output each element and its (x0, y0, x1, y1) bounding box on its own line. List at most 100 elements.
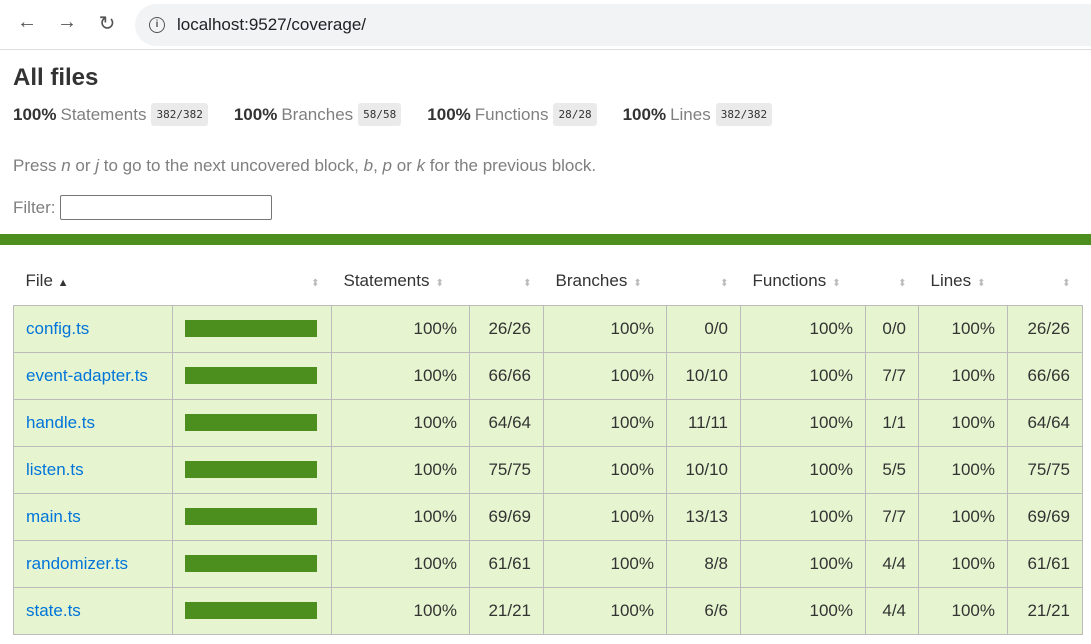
cell-ln_pct: 100% (918, 586, 1008, 635)
reload-icon[interactable]: ↻ (98, 13, 116, 35)
cell-file: randomizer.ts (13, 539, 173, 588)
cell-fn: 4/4 (865, 539, 919, 588)
cell-ln_pct: 100% (918, 304, 1008, 353)
sort-asc-icon: ▲ (57, 277, 69, 290)
cell-file: event-adapter.ts (13, 351, 173, 400)
summary-pct: 100% (13, 104, 57, 124)
cell-ln: 21/21 (1007, 586, 1083, 635)
cell-fn: 1/1 (865, 398, 919, 447)
cell-br_pct: 100% (543, 445, 667, 494)
summary-pct: 100% (622, 104, 667, 124)
cell-br_pct: 100% (543, 539, 667, 588)
filter-input[interactable] (59, 195, 272, 220)
cell-st: 66/66 (469, 351, 544, 400)
cell-st_pct: 100% (331, 586, 470, 635)
header-coverage-bar[interactable]: ⬍ (173, 258, 332, 305)
header-lines-fraction[interactable]: ⬍ (1008, 258, 1083, 305)
sort-icon: ⬍ (832, 278, 841, 290)
header-statements-fraction[interactable]: ⬍ (470, 258, 544, 305)
header-functions-fraction[interactable]: ⬍ (866, 258, 919, 305)
page-title: All files (13, 64, 99, 91)
table-row: main.ts 100% 69/69 100% 13/13 100% 7/7 100% 69/… (13, 492, 1083, 541)
table-row: randomizer.ts 100% 61/61 100% 8/8 100% 4/4 100… (13, 539, 1083, 588)
cell-ln: 75/75 (1007, 445, 1083, 494)
file-link[interactable]: main.ts (26, 506, 81, 526)
coverage-bar (185, 320, 317, 337)
summary-label: Statements (60, 104, 147, 124)
header-branches[interactable]: Branches ⬍ (555, 271, 642, 291)
summary-fraction: 382/382 (151, 103, 208, 126)
table-row: handle.ts 100% 64/64 100% 11/11 100% 1/1 100% 6… (13, 398, 1083, 447)
table-row: config.ts 100% 26/26 100% 0/0 100% 0/0 100% 26/… (13, 304, 1083, 353)
cell-br: 10/10 (666, 351, 741, 400)
summary-fraction: 58/58 (358, 103, 402, 126)
summary-lines: 100% Lines 382/382 (622, 103, 773, 126)
header-branches-fraction[interactable]: ⬍ (667, 258, 741, 305)
header-statements[interactable]: Statements ⬍ (343, 271, 444, 291)
cell-ln_pct: 100% (918, 398, 1008, 447)
cell-br: 13/13 (666, 492, 741, 541)
cell-st: 69/69 (469, 492, 544, 541)
cell-ln_pct: 100% (918, 539, 1008, 588)
cell-ln_pct: 100% (918, 445, 1008, 494)
cell-br_pct: 100% (543, 304, 667, 353)
cell-fn_pct: 100% (740, 586, 866, 635)
file-link[interactable]: listen.ts (26, 459, 84, 479)
sort-icon: ⬍ (435, 278, 444, 290)
cell-coverage-bar (172, 586, 332, 635)
summary-label: Lines (670, 104, 711, 124)
cell-br: 6/6 (666, 586, 741, 635)
cell-st: 75/75 (469, 445, 544, 494)
cell-st_pct: 100% (331, 351, 470, 400)
cell-br: 11/11 (666, 398, 741, 447)
coverage-bar (185, 508, 317, 525)
cell-ln: 64/64 (1007, 398, 1083, 447)
cell-br_pct: 100% (543, 351, 667, 400)
cell-fn: 5/5 (865, 445, 919, 494)
file-link[interactable]: handle.ts (26, 412, 95, 432)
cell-ln: 61/61 (1007, 539, 1083, 588)
summary-statements: 100% Statements 382/382 (13, 103, 208, 126)
cell-st_pct: 100% (331, 445, 470, 494)
cell-coverage-bar (172, 492, 332, 541)
cell-fn_pct: 100% (740, 492, 866, 541)
cell-file: main.ts (13, 492, 173, 541)
file-link[interactable]: state.ts (26, 600, 81, 620)
cell-ln: 26/26 (1007, 304, 1083, 353)
cell-ln_pct: 100% (918, 492, 1008, 541)
forward-icon[interactable]: → (57, 11, 77, 33)
cell-fn_pct: 100% (740, 398, 866, 447)
coverage-bar (185, 414, 317, 431)
cell-fn: 4/4 (865, 586, 919, 635)
header-lines[interactable]: Lines ⬍ (930, 271, 986, 291)
summary-fraction: 382/382 (715, 103, 773, 126)
file-link[interactable]: config.ts (26, 318, 90, 338)
summary-functions: 100% Functions 28/28 (427, 103, 597, 126)
file-link[interactable]: event-adapter.ts (26, 365, 148, 385)
cell-coverage-bar (172, 304, 332, 353)
cell-st: 21/21 (469, 586, 544, 635)
cell-st_pct: 100% (331, 304, 470, 353)
sort-icon: ⬍ (977, 278, 986, 290)
sort-icon: ⬍ (720, 278, 729, 290)
header-file[interactable]: File ▲ (25, 271, 69, 291)
cell-coverage-bar (172, 398, 332, 447)
cell-st_pct: 100% (331, 398, 470, 447)
cell-file: config.ts (13, 304, 173, 353)
cell-fn_pct: 100% (740, 304, 866, 353)
url-text: localhost:9527/coverage/ (177, 15, 367, 34)
file-link[interactable]: randomizer.ts (26, 553, 129, 573)
cell-fn: 7/7 (865, 492, 919, 541)
cell-file: listen.ts (13, 445, 173, 494)
back-icon[interactable]: ← (17, 11, 37, 33)
cell-fn: 0/0 (865, 304, 919, 353)
header-functions[interactable]: Functions ⬍ (752, 271, 841, 291)
coverage-bar (185, 555, 317, 572)
info-icon[interactable]: i (149, 17, 165, 33)
browser-toolbar: ← → ↻ i localhost:9527/coverage/ (0, 0, 1091, 50)
cell-coverage-bar (172, 445, 332, 494)
cell-coverage-bar (172, 351, 332, 400)
address-bar[interactable]: i localhost:9527/coverage/ (135, 4, 1091, 46)
sort-icon: ⬍ (523, 278, 532, 290)
coverage-status-bar (0, 234, 1091, 245)
